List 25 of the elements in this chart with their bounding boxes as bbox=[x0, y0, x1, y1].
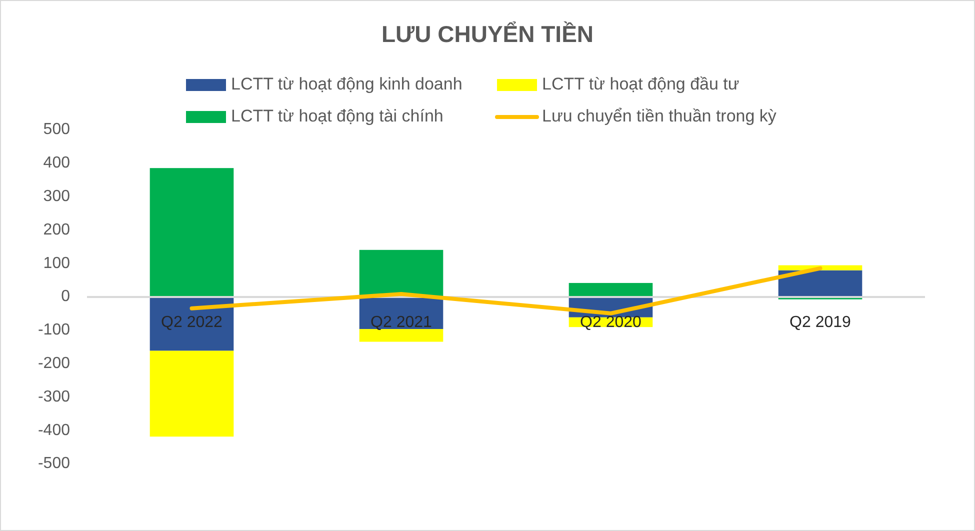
y-tick-label: 0 bbox=[61, 288, 70, 306]
y-tick-label: -500 bbox=[38, 455, 70, 472]
y-tick-label: 500 bbox=[43, 121, 70, 138]
x-tick-label: Q2 2019 bbox=[790, 314, 852, 332]
legend-label: LCTT từ hoạt động kinh doanh bbox=[231, 74, 462, 94]
bar bbox=[359, 329, 444, 342]
y-tick-label: 100 bbox=[43, 254, 70, 272]
y-tick-label: 300 bbox=[43, 188, 70, 206]
y-tick-label: 400 bbox=[43, 154, 70, 172]
x-tick-label: Q2 2022 bbox=[161, 314, 223, 332]
chart-title: LƯU CHUYỂN TIỀN bbox=[381, 21, 594, 48]
y-tick-label: -200 bbox=[38, 355, 70, 372]
bar bbox=[359, 250, 444, 297]
legend-label: LCTT từ hoạt động tài chính bbox=[231, 106, 444, 126]
x-tick-label: Q2 2021 bbox=[370, 314, 432, 332]
bar bbox=[568, 282, 653, 297]
legend-label: Lưu chuyển tiền thuần trong kỳ bbox=[542, 106, 777, 126]
bar bbox=[150, 168, 234, 297]
legend-label: LCTT từ hoạt động đầu tư bbox=[542, 74, 740, 94]
y-tick-label: -300 bbox=[38, 388, 70, 406]
y-tick-label: -400 bbox=[38, 422, 70, 439]
bar bbox=[150, 350, 234, 437]
y-tick-label: -100 bbox=[38, 322, 70, 339]
y-tick-label: 200 bbox=[43, 221, 70, 238]
line-series bbox=[190, 266, 822, 316]
